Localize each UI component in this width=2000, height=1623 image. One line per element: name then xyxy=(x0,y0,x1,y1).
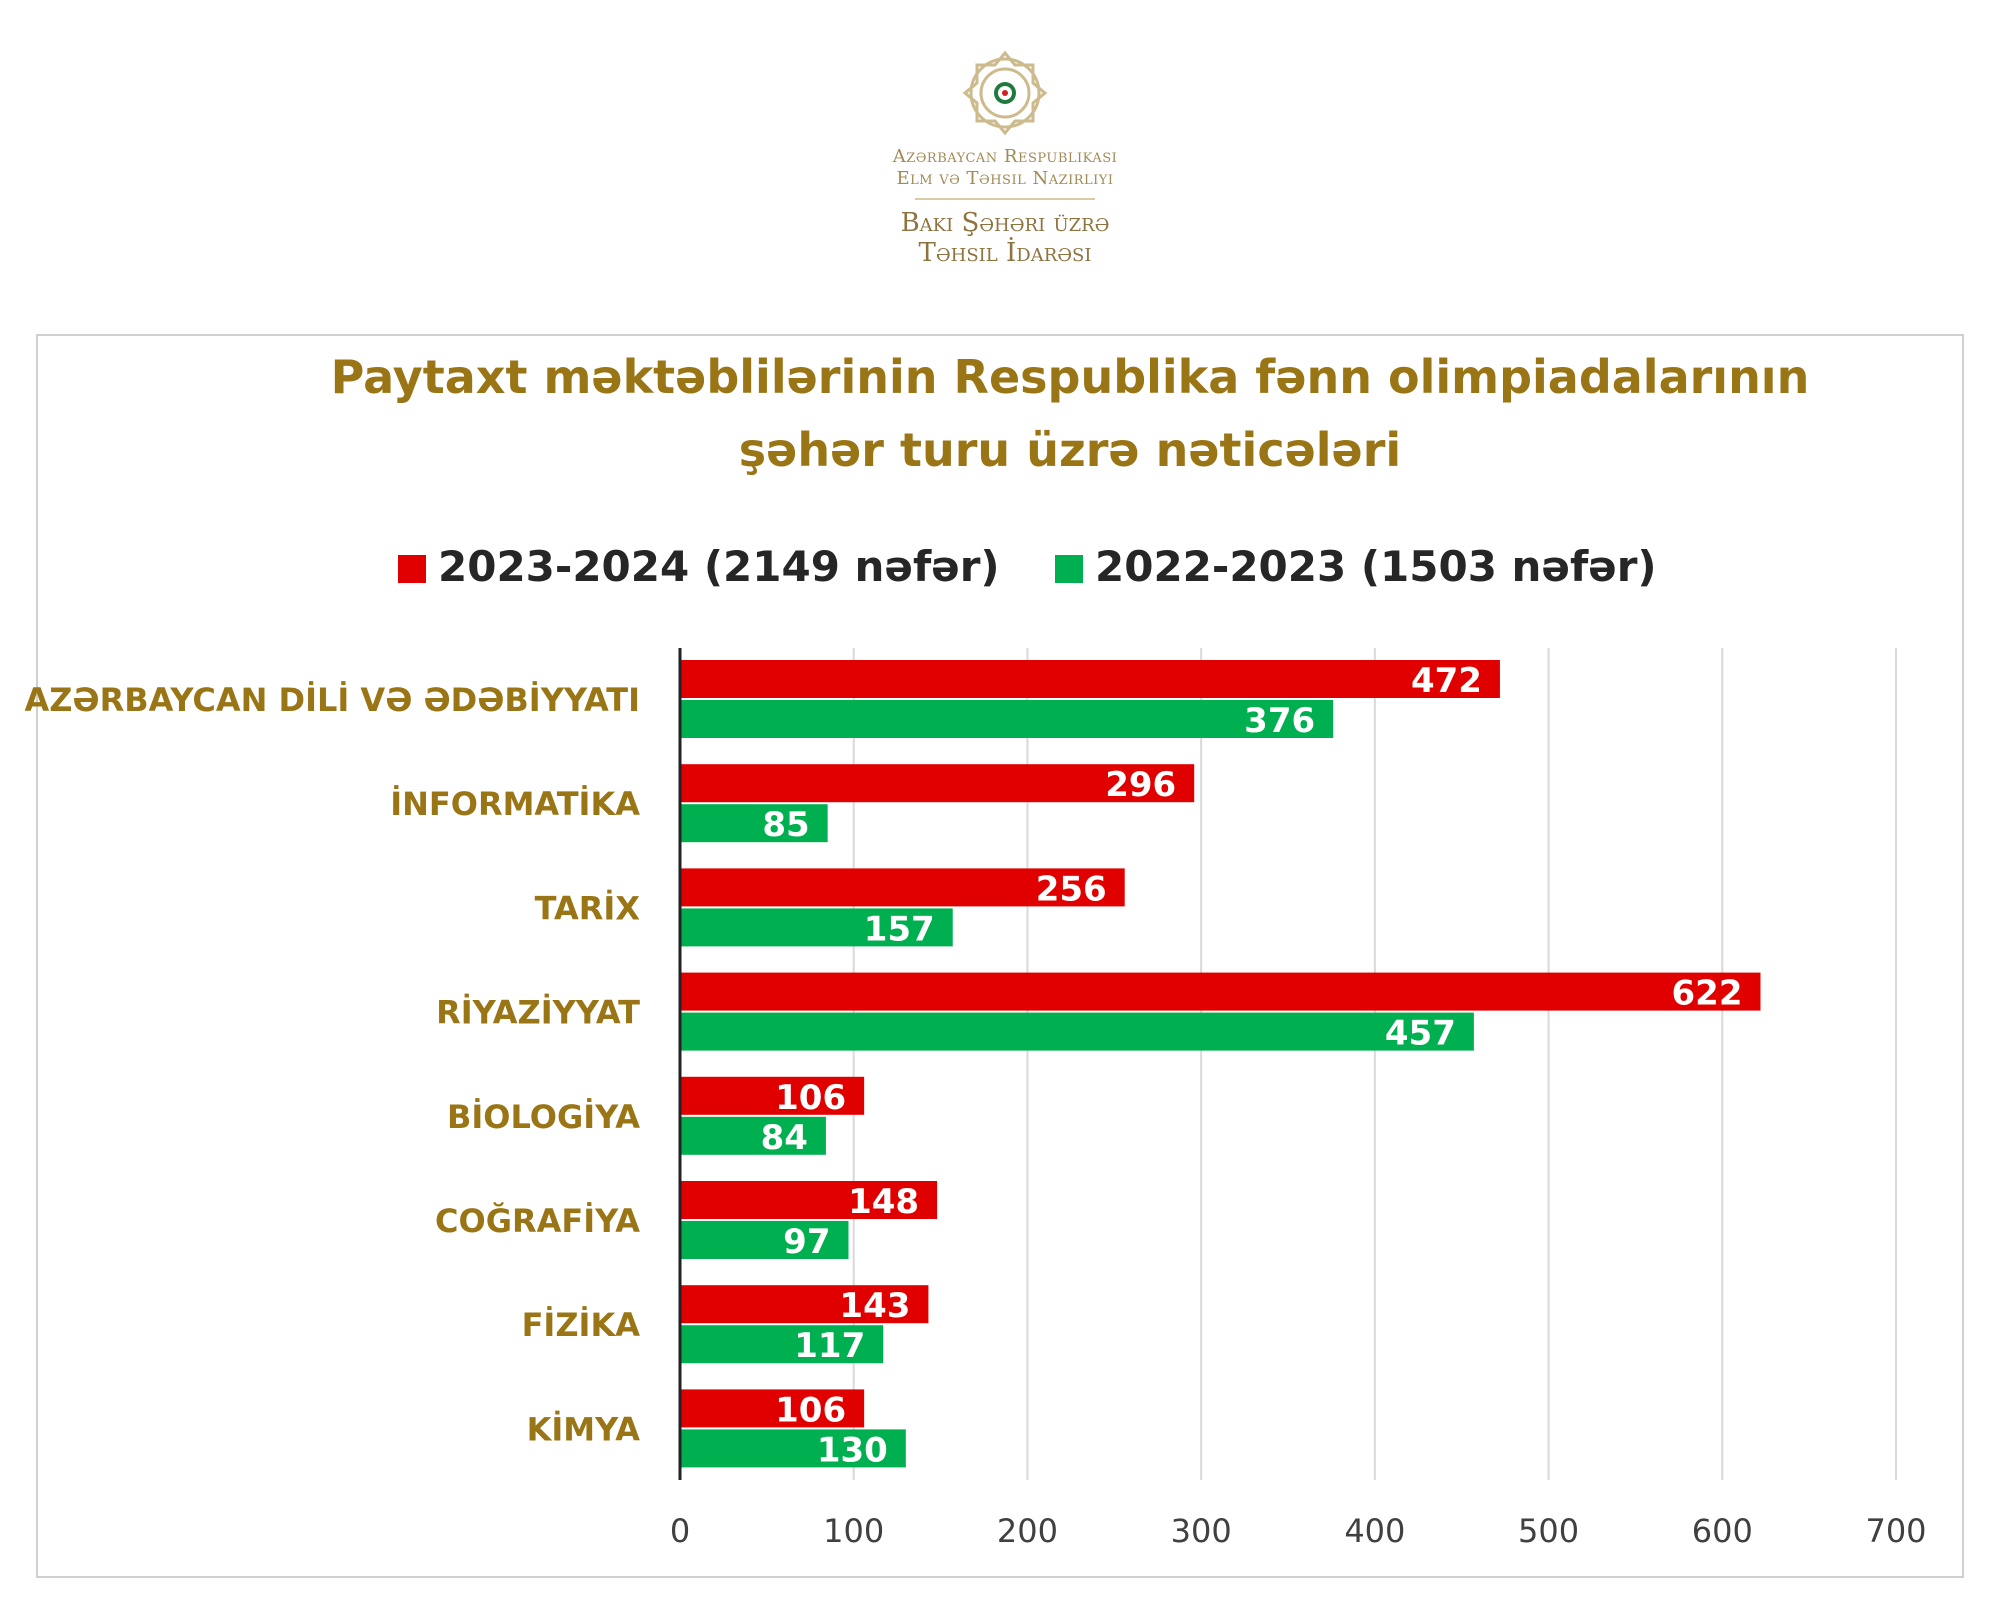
legend-swatch-2023-2024 xyxy=(398,555,426,583)
legend-label-2022-2023: 2022-2023 (1503 nəfər) xyxy=(1095,542,1657,591)
category-label: COĞRAFİYA xyxy=(435,1201,640,1240)
category-label: TARİX xyxy=(535,889,641,927)
bar-2023-2024 xyxy=(680,1285,929,1324)
bar-2022-2023 xyxy=(680,1429,906,1468)
bar-2023-2024 xyxy=(680,868,1125,907)
bar-2022-2023 xyxy=(680,1116,826,1155)
data-label: 376 xyxy=(1244,701,1315,741)
category-label: RİYAZİYYAT xyxy=(436,994,640,1032)
legend-swatch-2022-2023 xyxy=(1055,555,1083,583)
legend-label-2023-2024: 2023-2024 (2149 nəfər) xyxy=(438,542,1000,591)
data-label: 106 xyxy=(775,1078,846,1118)
x-tick-label: 400 xyxy=(1344,1512,1405,1550)
bar-2023-2024 xyxy=(680,660,1500,698)
bar-2023-2024 xyxy=(680,972,1761,1011)
bar-2022-2023 xyxy=(680,700,1334,738)
x-tick-label: 200 xyxy=(997,1512,1058,1550)
ministry-logo: Azərbaycan Respublikası Elm və Təhsil Na… xyxy=(840,48,1170,268)
x-tick-label: 0 xyxy=(670,1512,690,1550)
bar-2023-2024 xyxy=(680,1389,865,1428)
data-label: 256 xyxy=(1036,869,1107,909)
x-tick-label: 500 xyxy=(1518,1512,1579,1550)
data-label: 457 xyxy=(1385,1014,1456,1054)
bar-2022-2023 xyxy=(680,1325,884,1364)
x-tick-label: 700 xyxy=(1865,1512,1926,1550)
category-label: AZƏRBAYCAN DİLİ VƏ ƏDƏBİYYATI xyxy=(24,681,640,719)
bar-2022-2023 xyxy=(680,804,828,843)
logo-line-3: Bakı Şəhəri üzrə xyxy=(900,208,1110,238)
category-label: BİOLOGİYA xyxy=(447,1098,640,1136)
category-label: FİZİKA xyxy=(522,1306,641,1344)
x-tick-label: 300 xyxy=(1171,1512,1232,1550)
category-label: İNFORMATİKA xyxy=(390,785,640,823)
bar-2023-2024 xyxy=(680,1076,865,1115)
chart-title-line-1: Paytaxt məktəblilərinin Respublika fənn … xyxy=(331,350,1810,404)
logo-line-2: Elm və Təhsil Nazirliyi xyxy=(896,168,1114,189)
data-label: 157 xyxy=(864,909,935,949)
category-label: KİMYA xyxy=(527,1410,641,1448)
x-tick-label: 600 xyxy=(1692,1512,1753,1550)
data-label: 117 xyxy=(794,1326,865,1366)
data-label: 622 xyxy=(1672,974,1743,1014)
legend: 2023-2024 (2149 nəfər) 2022-2023 (1503 n… xyxy=(398,542,1657,591)
bar-2022-2023 xyxy=(680,1012,1474,1051)
emblem-icon xyxy=(962,50,1048,136)
data-label: 84 xyxy=(761,1118,808,1158)
data-label: 296 xyxy=(1105,765,1176,805)
chart-frame xyxy=(36,334,1964,1578)
bar-2022-2023 xyxy=(680,908,953,947)
bar-2023-2024 xyxy=(680,1181,938,1219)
chart-title-line-2: şəhər turu üzrə nəticələri xyxy=(739,423,1401,477)
logo-line-1: Azərbaycan Respublikası xyxy=(892,146,1118,167)
data-label: 97 xyxy=(783,1222,830,1262)
logo-line-4: Təhsil İdarəsi xyxy=(918,238,1092,268)
data-label: 143 xyxy=(839,1286,910,1326)
data-label: 148 xyxy=(848,1182,919,1222)
bar-2023-2024 xyxy=(680,764,1195,803)
data-label: 130 xyxy=(817,1430,888,1470)
logo-divider xyxy=(915,198,1095,200)
bar-2022-2023 xyxy=(680,1221,849,1259)
x-tick-label: 100 xyxy=(823,1512,884,1550)
data-label: 106 xyxy=(775,1390,846,1430)
data-label: 472 xyxy=(1411,661,1482,701)
data-label: 85 xyxy=(762,805,809,845)
